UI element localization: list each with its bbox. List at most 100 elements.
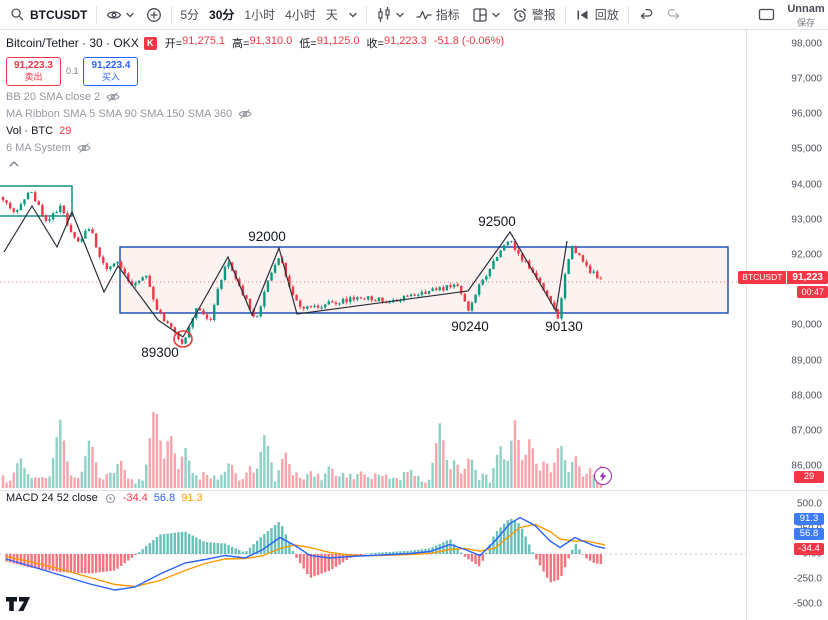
symbol-title: Bitcoin/Tether · 30 · OKX (6, 36, 139, 50)
timeframe-button[interactable]: 5分 (175, 3, 204, 27)
chart-type-button[interactable] (370, 3, 410, 27)
axis-price-label: 94,000 (791, 179, 822, 191)
sell-price: 91,223.3 (14, 60, 53, 71)
axis-price-label: 500.0 (796, 498, 822, 510)
undo-icon (640, 8, 653, 19)
axis-price-label: 88,000 (791, 390, 822, 402)
layout-grid-button[interactable] (466, 3, 506, 27)
replay-icon (577, 10, 588, 19)
price-axis[interactable]: 98,000 97,000 96,000 95,000 94,000 93,000 92,0… (738, 0, 828, 620)
collapse-icon (9, 160, 19, 167)
buy-button[interactable]: 91,223.4 买入 (83, 57, 139, 86)
low-marker-circle[interactable] (173, 330, 193, 348)
macd-value: 91.3 (181, 492, 203, 504)
macd-settings-icon[interactable] (105, 493, 116, 504)
price-annotation[interactable]: 90240 (451, 319, 489, 334)
price-annotation[interactable]: 89300 (141, 345, 179, 360)
buy-price: 91,223.4 (91, 60, 131, 71)
chevron-down-icon (396, 12, 404, 17)
pane-separator[interactable] (0, 490, 828, 491)
redo-icon (667, 8, 679, 19)
spread-value: 0.1 (65, 66, 79, 77)
timeframe-button[interactable]: 1小时 (239, 3, 280, 27)
axis-price-label: 90,000 (791, 319, 822, 331)
replay-button[interactable]: 回放 (569, 3, 625, 27)
replay-label: 回放 (594, 8, 619, 22)
axis-value-badge: 91.3 (794, 513, 824, 525)
toolbar-divider (564, 5, 566, 24)
timeframe-button[interactable]: 30分 (204, 3, 239, 27)
current-price-label: BTCUSDT 91,223 (738, 271, 828, 284)
indicator-6ma[interactable]: 6 MA System (6, 142, 504, 154)
axis-price-label: 87,000 (791, 425, 822, 437)
timeframe-button[interactable]: 天 (321, 3, 343, 27)
low-value: 91,125.0 (316, 35, 360, 47)
compare-add-button[interactable] (140, 3, 168, 27)
toolbar-divider (365, 5, 367, 24)
chevron-down-icon (349, 12, 357, 17)
current-price-value: 91,223 (787, 271, 828, 284)
indicator-volume[interactable]: Vol · BTC 29 (6, 125, 504, 137)
watch-eye-button[interactable] (100, 3, 140, 27)
symbol-search-button[interactable]: BTCUSDT (4, 3, 93, 27)
axis-price-label: 86,000 (791, 460, 822, 472)
toolbar-right-group: Unnam 保存 (752, 3, 824, 27)
symbol-info-row[interactable]: Bitcoin/Tether · 30 · OKX K 开= 91,275.1 高… (6, 35, 504, 51)
axis-price-label: 93,000 (791, 214, 822, 226)
tradingview-logo[interactable] (6, 595, 32, 613)
axis-price-label: 95,000 (791, 143, 822, 155)
alerts-button[interactable]: 警报 (506, 3, 562, 27)
layout-name-button[interactable]: Unnam 保存 (788, 3, 824, 27)
macd-current-values: -34.4 56.8 91.3 (123, 492, 209, 504)
indicator-name: BB 20 SMA close 2 (6, 90, 101, 103)
indicator-ma-ribbon[interactable]: MA Ribbon SMA 5 SMA 90 SMA 150 SMA 360 (6, 108, 504, 120)
sell-label: 卖出 (24, 72, 43, 82)
window-layout-button[interactable] (752, 3, 781, 27)
layout-name: Unnam (788, 2, 824, 15)
bar-countdown: 00:47 (797, 286, 828, 298)
close-label: 收= (366, 38, 384, 50)
macd-legend[interactable]: MACD 24 52 close -34.4 56.8 91.3 (6, 492, 209, 504)
axis-price-label: 96,000 (791, 108, 822, 120)
trend-zigzag[interactable] (182, 230, 568, 338)
price-annotation[interactable]: 92500 (478, 214, 516, 229)
toolbar-divider (171, 5, 173, 24)
undo-button[interactable] (632, 3, 660, 27)
indicators-icon (416, 10, 432, 20)
alerts-label: 警报 (531, 8, 556, 22)
visibility-off-icon[interactable] (238, 108, 252, 120)
legend-panel: Bitcoin/Tether · 30 · OKX K 开= 91,275.1 高… (6, 35, 504, 169)
trend-zigzag[interactable] (3, 204, 184, 338)
axis-price-label: -250.0 (793, 573, 822, 585)
axis-value-badge: -34.4 (794, 543, 824, 555)
open-label: 开= (164, 38, 183, 50)
price-annotation[interactable]: 92000 (248, 229, 286, 244)
search-icon (11, 8, 24, 21)
axis-value-badge: 56.8 (794, 528, 824, 540)
visibility-off-icon[interactable] (77, 142, 91, 154)
buy-label: 买入 (101, 72, 120, 82)
open-value: 91,275.1 (182, 35, 225, 47)
save-label: 保存 (796, 17, 815, 27)
indicator-bb[interactable]: BB 20 SMA close 2 (6, 91, 504, 103)
sell-button[interactable]: 91,223.3 卖出 (6, 57, 61, 86)
symbol-name: BTCUSDT (30, 7, 88, 22)
indicators-button[interactable]: 指标 (410, 3, 466, 27)
timeframe-button[interactable]: 4小时 (280, 3, 321, 27)
price-annotation[interactable]: 90130 (545, 319, 583, 334)
lightning-icon (599, 471, 607, 481)
trade-widget: 91,223.3 卖出 0.1 91,223.4 买入 (6, 57, 504, 86)
axis-price-label: 98,000 (791, 38, 822, 50)
axis-price-label: 89,000 (791, 355, 822, 367)
quick-trade-button[interactable] (594, 467, 612, 485)
visibility-off-icon[interactable] (106, 91, 120, 103)
timeframe-menu-button[interactable] (343, 3, 363, 27)
axis-price-label: 92,000 (791, 249, 822, 261)
redo-button[interactable] (660, 3, 688, 27)
exchange-logo: K (143, 36, 157, 50)
range-box-blue[interactable] (119, 246, 729, 314)
axis-value-badge: 29 (794, 471, 824, 483)
collapse-legend-button[interactable] (6, 159, 22, 169)
